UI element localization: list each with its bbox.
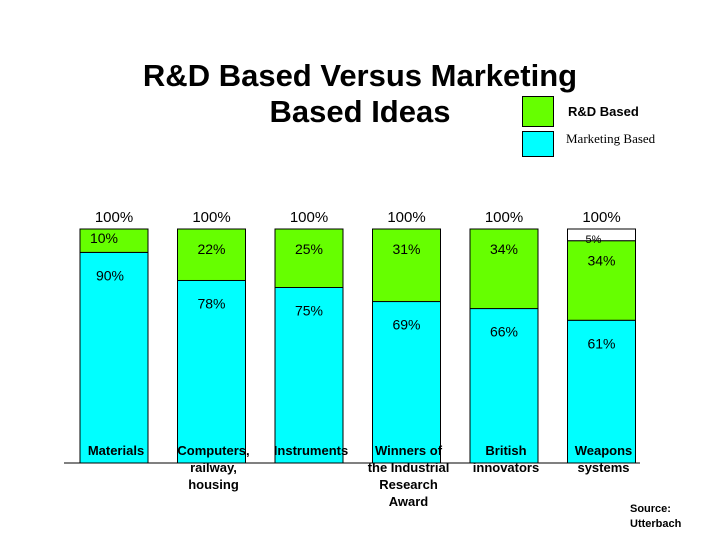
bar-value-label: 66% xyxy=(490,324,518,340)
bar-value-label: 31% xyxy=(392,241,420,257)
bar-total-label: 100% xyxy=(485,209,523,226)
bar-value-label: 22% xyxy=(197,241,225,257)
bar-segment xyxy=(469,228,539,310)
bar-value-label: 10% xyxy=(90,230,118,246)
bar-segment xyxy=(274,228,344,288)
bar-segment xyxy=(177,228,246,281)
bar-segment xyxy=(274,287,344,464)
bar-value-label: 34% xyxy=(587,253,615,269)
category-label: Computers, railway, housing xyxy=(177,443,249,492)
bar-value-label: 5% xyxy=(586,234,602,246)
bar-total-label: 100% xyxy=(582,209,620,226)
bar-segment xyxy=(372,228,441,303)
category-label: Winners of the Industrial Research Award xyxy=(368,443,450,509)
bar-value-label: 25% xyxy=(295,241,323,257)
bar-total-label: 100% xyxy=(95,209,133,226)
bar-total-label: 100% xyxy=(192,209,230,226)
bar-value-label: 61% xyxy=(587,335,615,351)
category-label: British innovators xyxy=(473,443,539,475)
bar-value-label: 90% xyxy=(96,267,124,283)
bar-segment xyxy=(177,279,246,464)
legend-swatch-rd xyxy=(522,96,554,127)
bar-value-label: 69% xyxy=(392,317,420,333)
bar-total-label: 100% xyxy=(290,209,328,226)
bar-value-label: 34% xyxy=(490,241,518,257)
source-note: Source: Utterbach xyxy=(630,503,682,530)
bar-segment xyxy=(469,308,539,464)
chart-title: R&D Based Versus Marketing Based Ideas xyxy=(142,58,578,129)
legend-swatch-marketing xyxy=(522,131,554,157)
category-label: Instruments xyxy=(274,443,348,458)
bar-value-label: 78% xyxy=(197,295,225,311)
category-label: Materials xyxy=(88,443,144,458)
legend-label-marketing: Marketing Based xyxy=(566,131,656,146)
legend-label-rd: R&D Based xyxy=(568,104,639,119)
bar-value-label: 75% xyxy=(295,303,323,319)
bar-segment xyxy=(567,228,636,242)
bar-segment xyxy=(567,319,636,464)
bar-segment xyxy=(79,228,149,253)
category-label: Weapons systems xyxy=(575,443,633,475)
bar-segment xyxy=(79,251,149,464)
bar-total-label: 100% xyxy=(387,209,425,226)
bar-segment xyxy=(567,240,636,321)
